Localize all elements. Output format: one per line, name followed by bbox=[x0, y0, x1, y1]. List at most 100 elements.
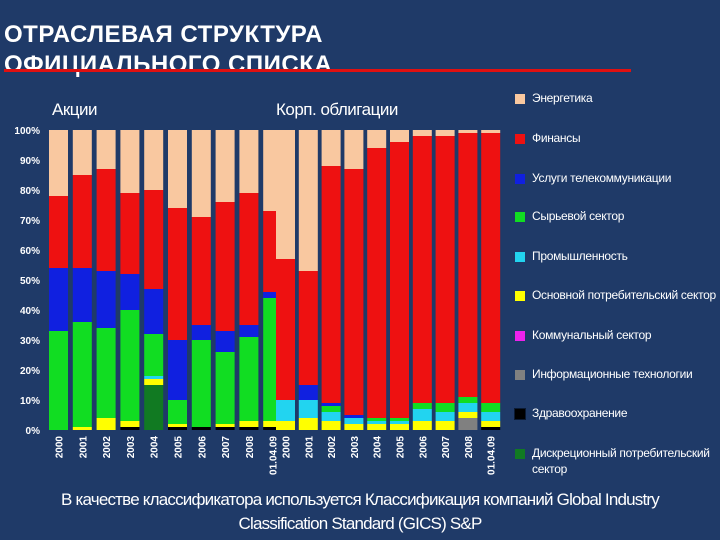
bar-segment bbox=[168, 130, 187, 208]
legend-label: Финансы bbox=[532, 131, 581, 145]
bar-segment bbox=[481, 427, 501, 430]
legend-label: Здравоохранение bbox=[532, 406, 628, 420]
bar-segment bbox=[96, 169, 116, 271]
bar-segment bbox=[239, 421, 259, 427]
bar-segment bbox=[321, 166, 341, 403]
bar-segment bbox=[435, 403, 455, 412]
legend-swatch bbox=[515, 212, 525, 222]
bar-segment bbox=[263, 292, 283, 298]
bar-segment bbox=[458, 133, 478, 397]
y-tick-label: 70% bbox=[20, 216, 40, 227]
bar-segment bbox=[390, 130, 409, 142]
bar-segment bbox=[144, 289, 164, 334]
bar-segment bbox=[435, 136, 455, 403]
legend-label: Информационные технологии bbox=[532, 367, 693, 381]
bar-segment bbox=[481, 403, 501, 412]
x-tick-label: 2008 bbox=[245, 436, 256, 459]
bar-segment bbox=[344, 169, 364, 415]
bar-segment bbox=[215, 202, 235, 331]
legend-swatch bbox=[515, 291, 525, 301]
bar-segment bbox=[263, 427, 283, 430]
title-underline bbox=[4, 69, 631, 72]
legend-label: Промышленность bbox=[532, 249, 628, 263]
bar-segment bbox=[390, 421, 409, 424]
bar-segment bbox=[412, 409, 432, 421]
y-tick-label: 50% bbox=[20, 276, 40, 287]
bar-segment bbox=[435, 421, 455, 430]
x-tick-label: 2003 bbox=[126, 436, 137, 459]
footnote-line-2: Classification Standard (GICS) S&P bbox=[238, 514, 482, 533]
bar-segment bbox=[144, 130, 164, 190]
bar-segment bbox=[49, 331, 68, 427]
y-tick-label: 60% bbox=[20, 246, 40, 257]
page-title-line-1: ОТРАСЛЕВАЯ СТРУКТУРА bbox=[4, 21, 324, 48]
bar-segment bbox=[481, 133, 501, 403]
legend-swatch bbox=[515, 370, 525, 380]
legend-label: Основной потребительский сектор bbox=[532, 288, 716, 302]
bar-segment bbox=[120, 193, 140, 274]
page-title-line-2: ОФИЦИАЛЬНОГО СПИСКА bbox=[4, 51, 333, 78]
bar-segment bbox=[96, 418, 116, 430]
bar-segment bbox=[298, 418, 318, 430]
bar-segment bbox=[276, 421, 295, 430]
y-tick-label: 80% bbox=[20, 186, 40, 197]
legend-swatch bbox=[515, 252, 525, 262]
bar-segment bbox=[321, 412, 341, 421]
legend-label: Дискреционный потребительский сектор bbox=[532, 446, 710, 476]
x-tick-label: 01.04.09 bbox=[269, 436, 280, 475]
bar-segment bbox=[72, 427, 92, 430]
bar-segment bbox=[367, 130, 387, 148]
y-tick-label: 40% bbox=[20, 306, 40, 317]
bar-segment bbox=[144, 334, 164, 376]
bar-segment bbox=[458, 403, 478, 412]
panel-label: Акции bbox=[52, 100, 97, 119]
legend-swatch bbox=[515, 449, 525, 459]
bar-segment bbox=[344, 424, 364, 430]
bar-segment bbox=[298, 400, 318, 418]
bar-segment bbox=[481, 130, 501, 133]
bar-segment bbox=[168, 400, 187, 424]
bar-segment bbox=[168, 208, 187, 340]
bar-segment bbox=[344, 418, 364, 424]
x-tick-label: 2003 bbox=[350, 436, 361, 459]
bar-segment bbox=[144, 379, 164, 385]
bar-segment bbox=[191, 217, 211, 325]
bar-segment bbox=[390, 424, 409, 430]
bar-segment bbox=[458, 397, 478, 403]
y-tick-label: 30% bbox=[20, 336, 40, 347]
x-tick-label: 01.04.09 bbox=[487, 436, 498, 475]
bar-segment bbox=[298, 271, 318, 385]
x-tick-label: 2000 bbox=[55, 436, 66, 459]
x-tick-label: 2007 bbox=[441, 436, 452, 459]
bar-segment bbox=[344, 415, 364, 418]
x-tick-label: 2008 bbox=[464, 436, 475, 459]
bar-segment bbox=[344, 130, 364, 169]
bar-segment bbox=[215, 424, 235, 427]
x-tick-label: 2000 bbox=[282, 436, 293, 459]
bar-segment bbox=[144, 376, 164, 379]
x-tick-label: 2004 bbox=[373, 436, 384, 459]
bar-segment bbox=[96, 328, 116, 418]
bar-segment bbox=[72, 175, 92, 268]
bar-segment bbox=[120, 274, 140, 310]
bar-segment bbox=[120, 310, 140, 421]
bar-segment bbox=[481, 421, 501, 427]
legend-swatch bbox=[514, 408, 526, 420]
bar-segment bbox=[72, 268, 92, 322]
bar-segment bbox=[96, 130, 116, 169]
bar-segment bbox=[49, 130, 68, 196]
bar-segment bbox=[168, 424, 187, 427]
bar-segment bbox=[367, 148, 387, 418]
legend-swatch bbox=[515, 174, 525, 184]
bar-segment bbox=[49, 427, 68, 430]
bar-segment bbox=[412, 403, 432, 409]
legend-label: Энергетика bbox=[532, 91, 593, 105]
x-tick-label: 2006 bbox=[418, 436, 429, 459]
x-tick-label: 2002 bbox=[102, 436, 113, 459]
bar-segment bbox=[367, 421, 387, 424]
x-tick-label: 2005 bbox=[396, 436, 407, 459]
footnote-line-1: В качестве классификатора используется К… bbox=[61, 490, 660, 509]
x-tick-label: 2002 bbox=[327, 436, 338, 459]
bar-segment bbox=[321, 406, 341, 412]
